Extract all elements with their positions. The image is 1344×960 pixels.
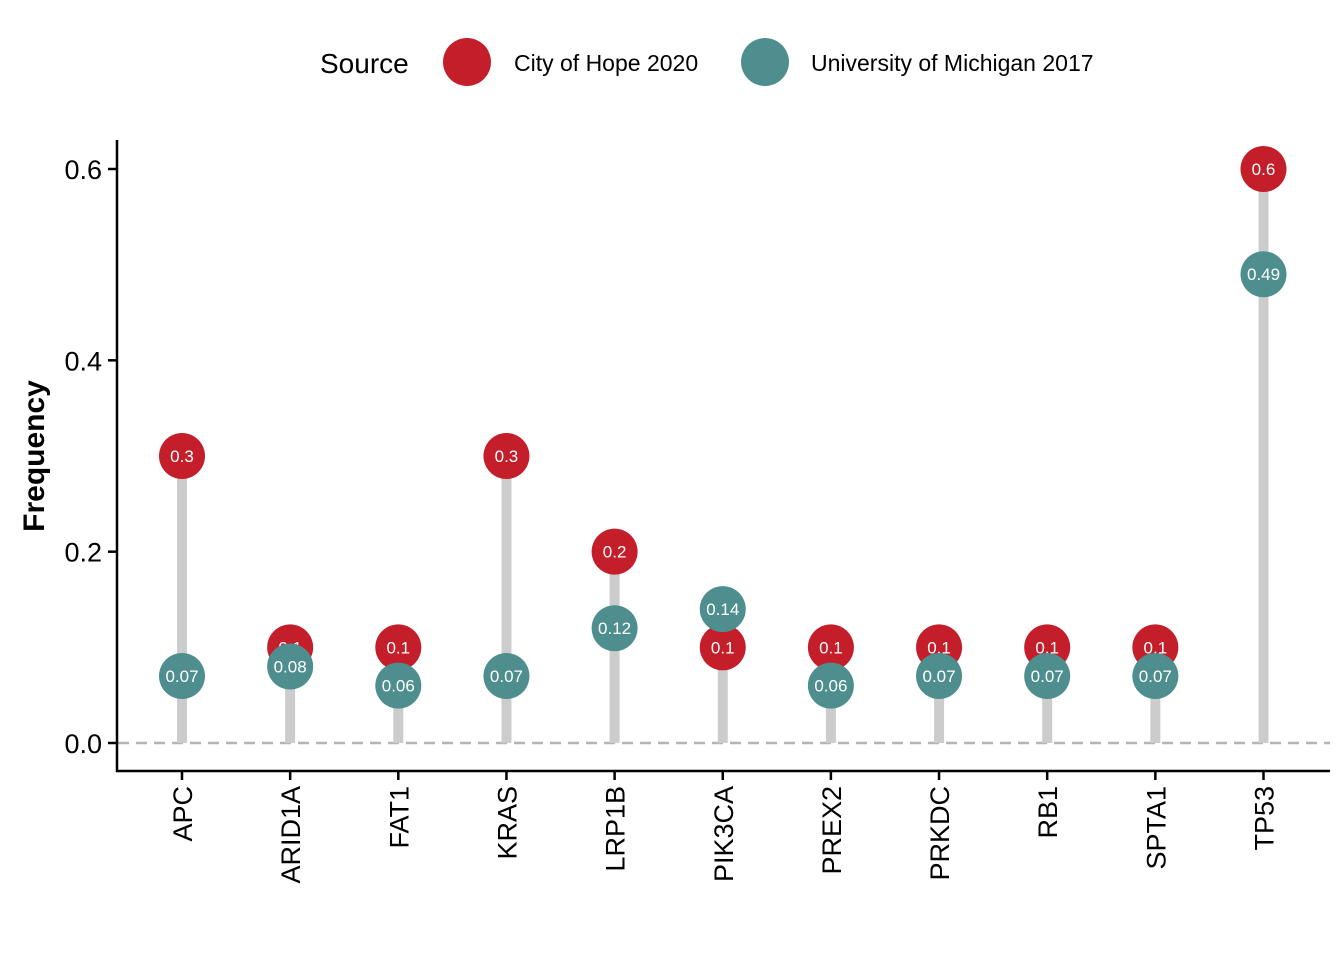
point-university-of-michigan-kras [483, 653, 530, 700]
data-label-university-of-michigan-pik3ca: 0.14 [706, 600, 739, 619]
data-label-university-of-michigan-lrp1b: 0.12 [598, 619, 631, 638]
y-tick-label: 0.6 [64, 155, 102, 185]
data-label-city-of-hope-pik3ca: 0.1 [711, 638, 735, 657]
legend-key-university-of-michigan [741, 38, 789, 86]
data-label-city-of-hope-tp53: 0.6 [1252, 160, 1276, 179]
legend-key-city-of-hope [443, 38, 491, 86]
x-tick-label-prex2: PREX2 [817, 786, 847, 875]
legend: Source City of Hope 2020 University of M… [320, 38, 1094, 86]
data-label-city-of-hope-spta1: 0.1 [1144, 638, 1168, 657]
point-city-of-hope-apc [159, 433, 205, 479]
data-label-city-of-hope-prkdc: 0.1 [927, 638, 951, 657]
x-tick-label-arid1a: ARID1A [276, 786, 306, 884]
data-label-university-of-michigan-spta1: 0.07 [1139, 667, 1172, 686]
y-axis-ticks: 0.0 0.2 0.4 0.6 [64, 155, 117, 759]
legend-title: Source [320, 48, 409, 79]
legend-label-university-of-michigan: University of Michigan 2017 [811, 50, 1094, 76]
point-city-of-hope-pik3ca [699, 624, 746, 671]
data-label-university-of-michigan-prex2: 0.06 [814, 677, 847, 696]
y-tick-label: 0.0 [64, 729, 102, 759]
point-city-of-hope-kras [483, 433, 530, 479]
data-label-city-of-hope-rb1: 0.1 [1035, 638, 1059, 657]
data-label-university-of-michigan-arid1a: 0.08 [274, 657, 307, 676]
data-label-university-of-michigan-kras: 0.07 [490, 667, 523, 686]
point-university-of-michigan-rb1 [1024, 653, 1071, 700]
x-tick-label-prkdc: PRKDC [925, 786, 955, 881]
x-tick-label-fat1: FAT1 [384, 786, 414, 849]
data-label-university-of-michigan-tp53: 0.49 [1247, 265, 1280, 284]
y-tick-label: 0.2 [64, 538, 102, 568]
point-university-of-michigan-pik3ca [699, 586, 746, 633]
point-city-of-hope-lrp1b [591, 528, 638, 575]
data-label-city-of-hope-lrp1b: 0.2 [603, 543, 627, 562]
data-label-city-of-hope-prex2: 0.1 [819, 638, 843, 657]
data-label-university-of-michigan-fat1: 0.06 [382, 677, 415, 696]
y-tick-label: 0.4 [64, 346, 102, 376]
point-university-of-michigan-apc [159, 653, 205, 700]
plot-area: 0.30.10.10.30.20.10.10.10.10.10.60.070.0… [64, 140, 1330, 884]
x-tick-label-pik3ca: PIK3CA [709, 786, 739, 882]
point-university-of-michigan-tp53 [1240, 251, 1287, 298]
data-label-city-of-hope-apc: 0.3 [170, 447, 194, 466]
data-label-city-of-hope-kras: 0.3 [495, 447, 519, 466]
data-label-city-of-hope-fat1: 0.1 [386, 638, 410, 657]
lollipop-points: 0.30.10.10.30.20.10.10.10.10.10.60.070.0… [159, 146, 1287, 709]
point-university-of-michigan-arid1a [267, 643, 314, 690]
data-label-university-of-michigan-prkdc: 0.07 [923, 667, 956, 686]
point-city-of-hope-prex2 [807, 624, 854, 671]
x-axis-ticks: APC ARID1A FAT1 KRAS LRP1B PIK3CA PREX2 PRKDC RB… [168, 771, 1280, 884]
data-label-university-of-michigan-apc: 0.07 [165, 667, 198, 686]
x-tick-label-apc: APC [168, 786, 198, 842]
point-university-of-michigan-fat1 [375, 662, 422, 709]
x-tick-label-spta1: SPTA1 [1141, 786, 1171, 870]
point-university-of-michigan-prkdc [916, 653, 963, 700]
point-university-of-michigan-spta1 [1132, 653, 1179, 700]
legend-label-city-of-hope: City of Hope 2020 [514, 50, 698, 76]
data-label-university-of-michigan-rb1: 0.07 [1031, 667, 1064, 686]
x-tick-label-kras: KRAS [492, 786, 522, 860]
y-axis-title: Frequency [18, 380, 51, 532]
x-tick-label-tp53: TP53 [1250, 786, 1280, 851]
point-city-of-hope-tp53 [1240, 146, 1287, 192]
point-city-of-hope-fat1 [375, 624, 422, 671]
point-university-of-michigan-prex2 [807, 662, 854, 709]
point-university-of-michigan-lrp1b [591, 605, 638, 652]
x-tick-label-rb1: RB1 [1033, 786, 1063, 839]
x-tick-label-lrp1b: LRP1B [601, 786, 631, 872]
